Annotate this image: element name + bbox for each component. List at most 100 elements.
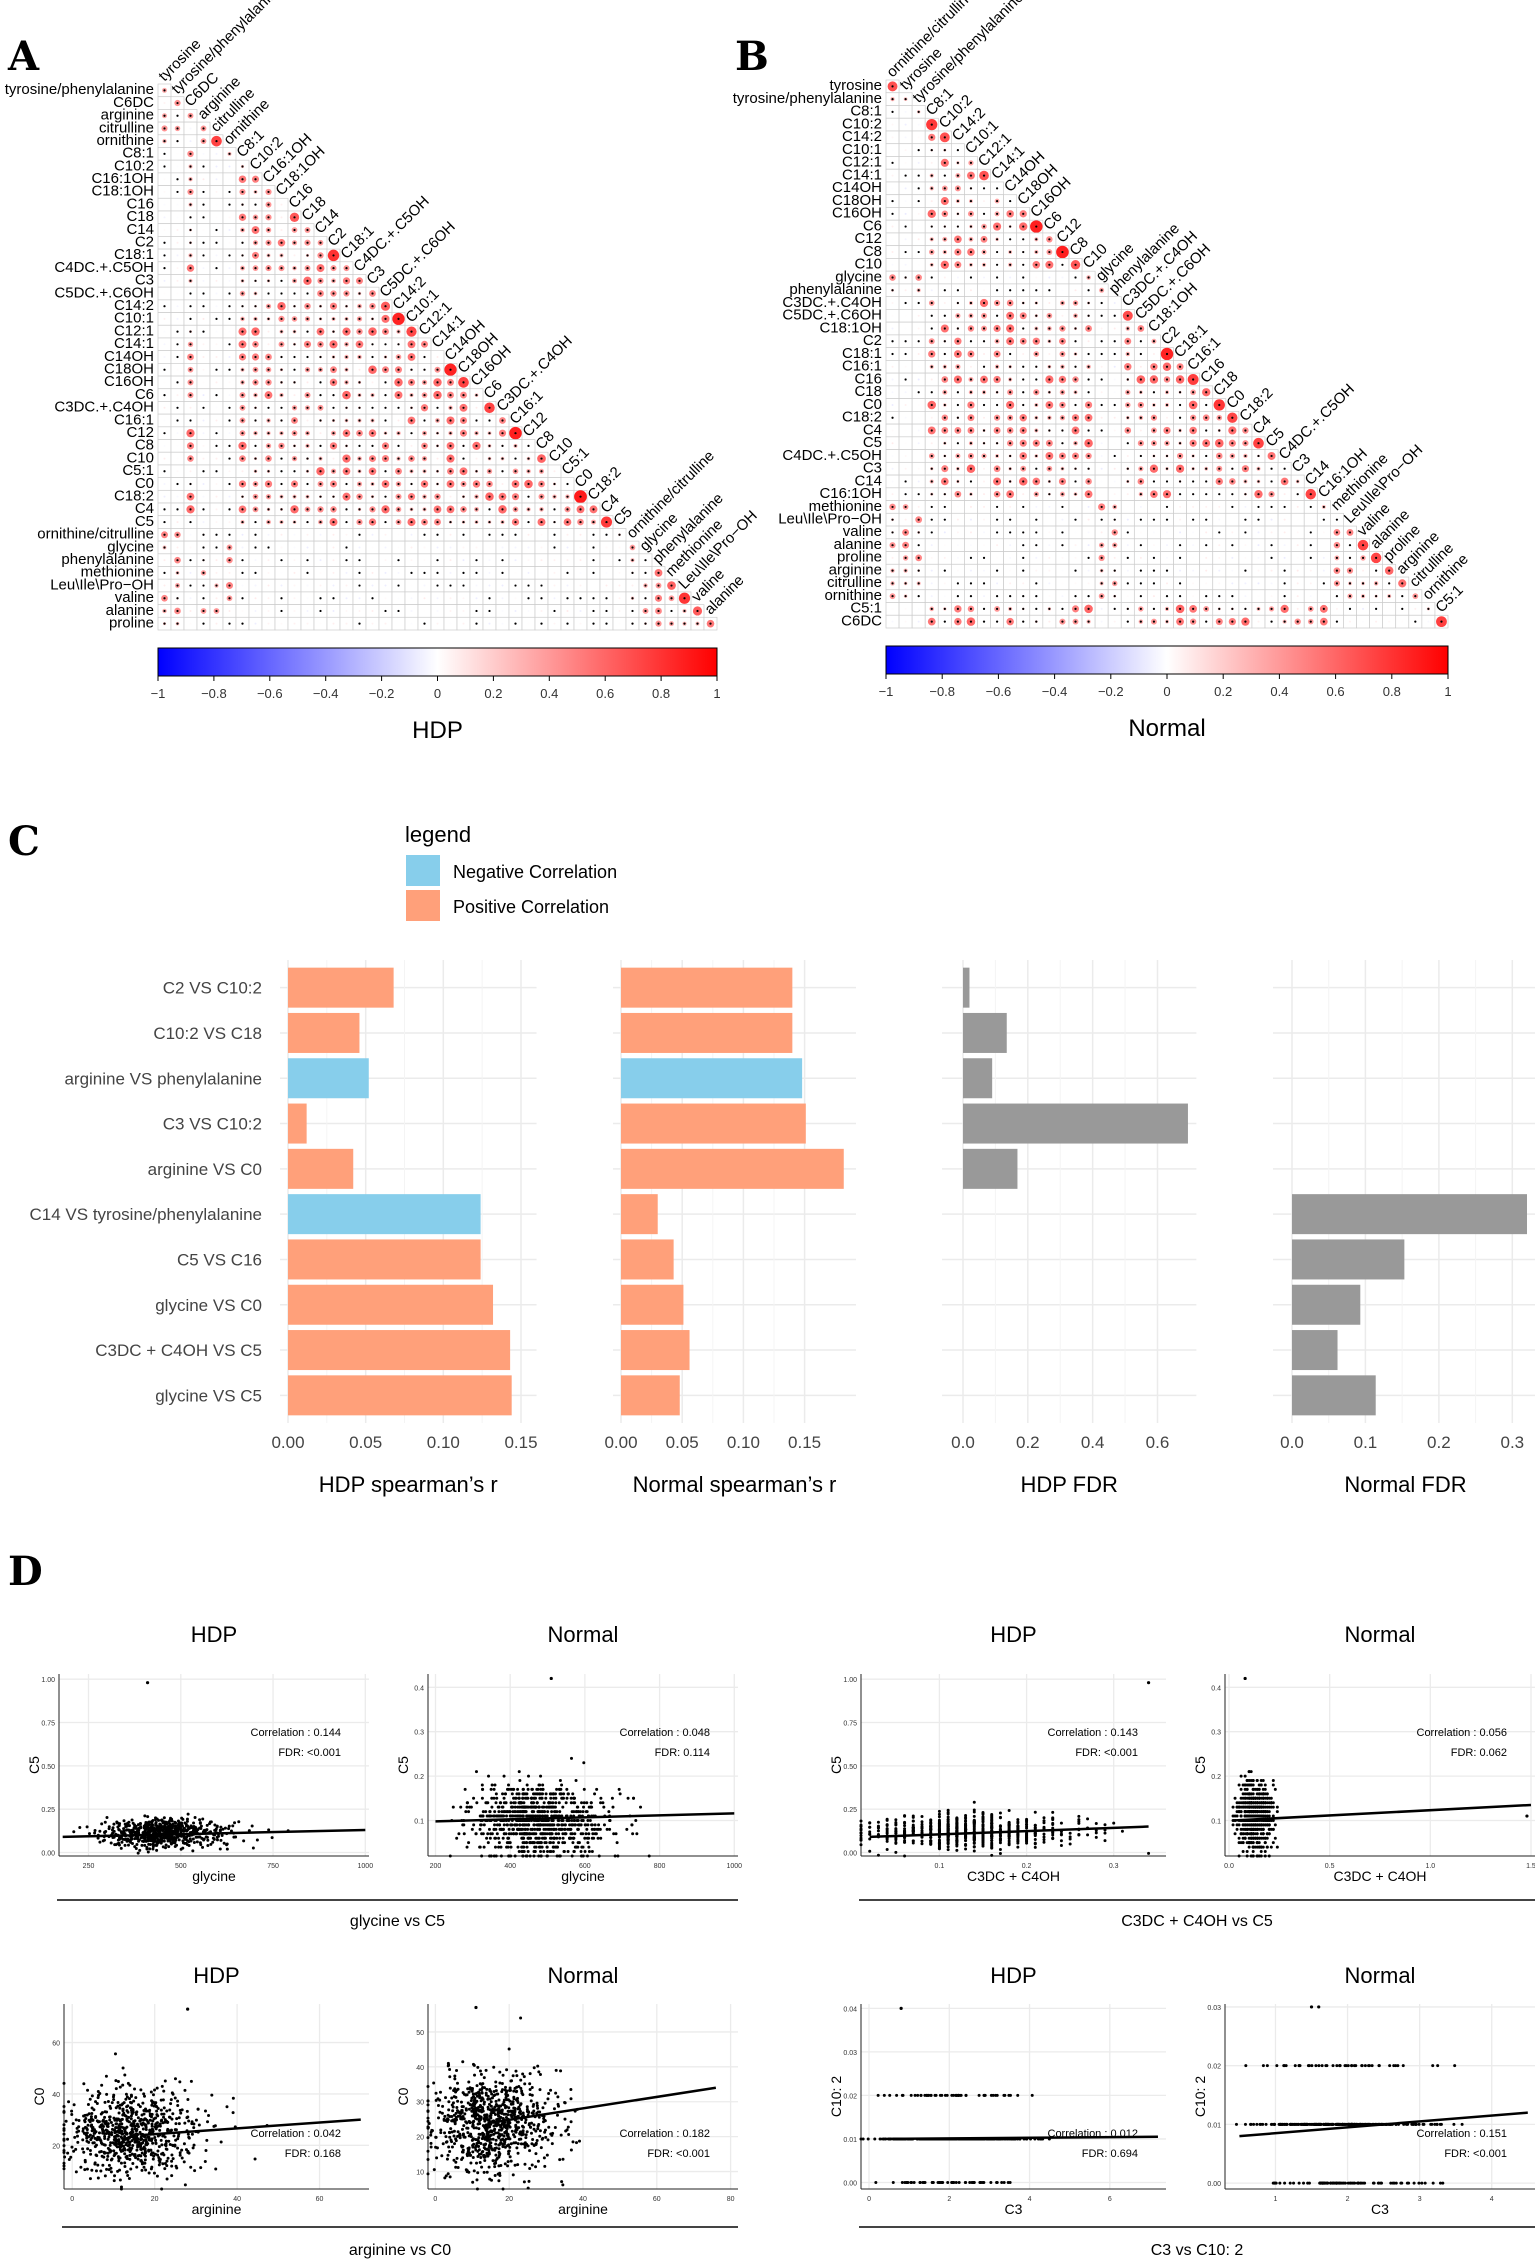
significance-star [1022, 544, 1025, 547]
significance-star [1087, 391, 1090, 394]
significance-star [1022, 378, 1025, 381]
correlation-circle [618, 571, 621, 574]
significance-star [306, 508, 309, 511]
correlation-circle [475, 406, 478, 409]
correlation-circle [215, 356, 218, 358]
significance-star [397, 457, 400, 460]
correlation-circle [891, 429, 894, 432]
significance-star [1061, 365, 1064, 368]
significance-star [592, 622, 595, 625]
significance-star [202, 571, 205, 574]
correlation-circle [631, 584, 634, 587]
significance-star [241, 622, 244, 625]
significance-star [1048, 365, 1051, 368]
correlation-circle [371, 622, 374, 625]
correlation-circle [1061, 518, 1064, 521]
significance-star [631, 559, 634, 562]
significance-star [371, 343, 374, 346]
significance-star [1022, 289, 1025, 292]
significance-star [1139, 454, 1142, 458]
significance-star [1035, 301, 1038, 305]
significance-star [241, 559, 244, 562]
significance-star [1061, 378, 1064, 381]
correlation-circle [1218, 518, 1221, 521]
significance-star [306, 470, 309, 473]
significance-star [930, 148, 933, 152]
correlation-circle [215, 254, 218, 257]
significance-star [1048, 416, 1051, 419]
significance-star [917, 531, 920, 534]
significance-star [488, 432, 491, 435]
significance-star [332, 470, 335, 473]
significance-star [202, 203, 205, 206]
correlation-circle [566, 533, 569, 536]
correlation-circle [1218, 556, 1221, 559]
significance-star [956, 340, 959, 343]
significance-star [540, 495, 543, 498]
significance-star [1087, 403, 1090, 407]
significance-star [1192, 429, 1195, 432]
significance-star [1126, 480, 1129, 483]
significance-star [1335, 582, 1339, 585]
significance-star [436, 419, 439, 422]
significance-star [1165, 378, 1169, 381]
correlation-circle [891, 123, 894, 126]
significance-star [1126, 378, 1129, 381]
matrix-row-label: C16:1OH [91, 170, 154, 187]
correlation-circle [1139, 429, 1142, 432]
significance-star [1126, 352, 1129, 356]
significance-star [904, 340, 907, 343]
significance-star [982, 429, 986, 432]
significance-star [228, 533, 231, 536]
significance-star [293, 292, 296, 295]
significance-star [241, 432, 244, 435]
significance-star [1152, 480, 1156, 483]
correlation-circle [1296, 531, 1299, 534]
significance-star [163, 622, 166, 625]
correlation-circle [501, 597, 504, 600]
correlation-circle [1035, 276, 1038, 279]
significance-star [436, 406, 439, 409]
significance-star [280, 470, 283, 473]
significance-star [254, 495, 257, 498]
significance-star [176, 508, 179, 511]
significance-star [969, 595, 973, 598]
correlation-circle [215, 406, 218, 409]
significance-star [1192, 442, 1195, 445]
significance-star [995, 378, 999, 381]
significance-star [423, 406, 426, 409]
significance-star [566, 508, 569, 511]
significance-star [202, 330, 205, 333]
significance-star [358, 419, 361, 422]
correlation-circle [891, 378, 894, 381]
significance-star [332, 254, 335, 257]
significance-star [254, 470, 257, 473]
significance-star [670, 622, 673, 625]
significance-star [371, 482, 374, 486]
correlation-circle [904, 161, 907, 164]
significance-star [319, 457, 322, 460]
correlation-circle [228, 521, 231, 524]
significance-star [202, 622, 205, 625]
significance-star [280, 508, 283, 511]
correlation-circle [176, 495, 179, 498]
colorbar-tick-label: 0.2 [484, 686, 502, 701]
significance-star [241, 203, 244, 206]
correlation-circle [917, 314, 920, 317]
correlation-circle [917, 467, 920, 470]
significance-star [358, 571, 361, 574]
correlation-circle [189, 406, 192, 409]
significance-star [176, 584, 179, 587]
significance-star [995, 199, 999, 203]
significance-star [449, 584, 452, 587]
significance-star [1218, 531, 1221, 534]
significance-star [410, 457, 413, 460]
significance-star [488, 406, 491, 409]
significance-star [319, 495, 322, 498]
correlation-circle [1152, 505, 1155, 508]
significance-star [384, 432, 387, 435]
significance-star [1165, 493, 1169, 496]
correlation-circle [1139, 505, 1142, 508]
correlation-circle [514, 597, 517, 600]
correlation-circle [306, 597, 309, 600]
